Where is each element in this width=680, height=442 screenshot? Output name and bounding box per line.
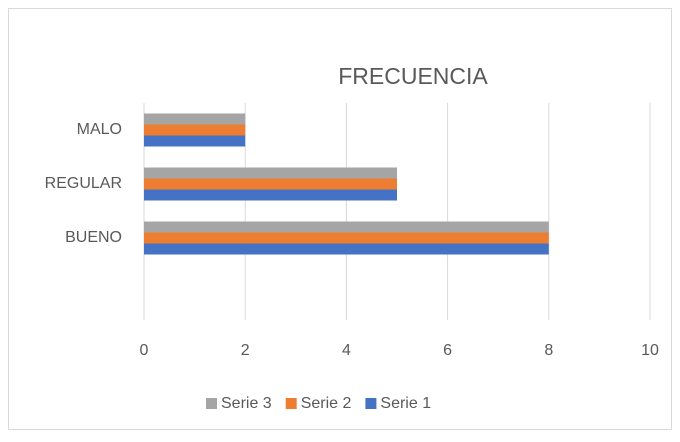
x-tick-label: 2	[241, 342, 250, 359]
legend-label: Serie 1	[380, 395, 431, 412]
chart-border	[8, 8, 672, 430]
bar	[144, 124, 246, 136]
legend-swatch	[206, 398, 217, 409]
legend-label: Serie 3	[221, 395, 272, 412]
bar	[144, 178, 397, 190]
bar	[144, 189, 397, 201]
y-tick-label: BUENO	[65, 229, 122, 246]
bar	[144, 113, 246, 125]
y-tick-label: MALO	[77, 121, 122, 138]
x-tick-label: 4	[342, 342, 351, 359]
bar	[144, 243, 549, 255]
legend-swatch	[285, 398, 297, 409]
legend-label: Serie 2	[301, 395, 352, 412]
chart-title: FRECUENCIA	[338, 63, 488, 89]
x-tick-label: 6	[443, 342, 452, 359]
bar	[144, 232, 549, 244]
x-tick-label: 0	[140, 342, 149, 359]
bar	[144, 135, 246, 147]
x-tick-label: 10	[641, 342, 659, 359]
bar	[144, 167, 397, 179]
x-tick-label: 8	[544, 342, 553, 359]
legend-swatch	[365, 398, 377, 409]
bar	[144, 221, 549, 233]
y-tick-label: REGULAR	[45, 175, 122, 192]
